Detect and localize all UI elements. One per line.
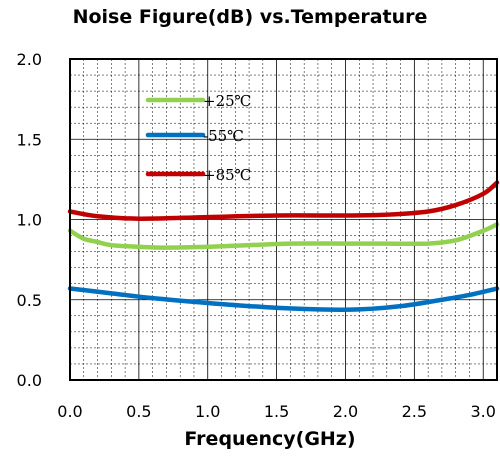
x-tick-label: 1.5 xyxy=(264,402,289,421)
series-line-0 xyxy=(67,222,500,250)
y-tick-label: 1.0 xyxy=(17,211,42,230)
x-tick-label: 3.0 xyxy=(470,402,495,421)
legend-label-1: -55℃ xyxy=(203,127,244,145)
chart-title: Noise Figure(dB) vs.Temperature xyxy=(72,6,428,28)
y-tick-label: 2.0 xyxy=(17,50,42,69)
y-tick-label: 0.5 xyxy=(17,291,42,310)
series-line-1 xyxy=(67,286,500,312)
series-layer xyxy=(67,180,500,312)
plot-frame xyxy=(69,58,498,381)
x-axis-title: Frequency(GHz) xyxy=(184,428,356,450)
x-tick-label: 0.5 xyxy=(126,402,151,421)
legend-label-2: +85℃ xyxy=(203,166,251,184)
tick-labels: 0.0 0.5 1.0 1.5 2.0 2.5 3.0 0.0 0.5 1.0 1.5 2.0 xyxy=(17,50,496,421)
x-tick-label: 1.0 xyxy=(195,402,220,421)
legend: +25℃ -55℃ +85℃ xyxy=(145,92,251,184)
axes xyxy=(69,58,498,381)
grid-lines xyxy=(70,59,497,380)
x-tick-label: 0.0 xyxy=(57,402,82,421)
x-tick-label: 2.5 xyxy=(402,402,427,421)
x-tick-label: 2.0 xyxy=(333,402,358,421)
legend-label-0: +25℃ xyxy=(203,92,251,110)
series-line-2 xyxy=(67,180,500,221)
y-tick-label: 1.5 xyxy=(17,130,42,149)
y-tick-label: 0.0 xyxy=(17,371,42,390)
